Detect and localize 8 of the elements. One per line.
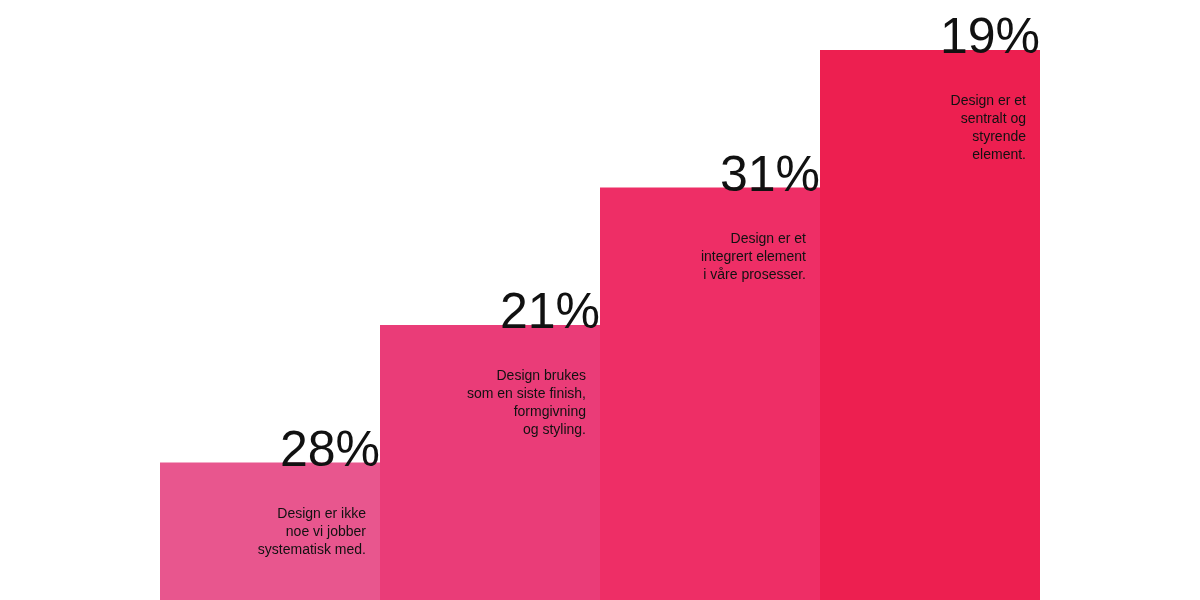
data-label: 21% [499,283,600,339]
category-label: Design er et integrert element i våre prosesser. [700,229,807,282]
data-label: 19% [939,8,1040,64]
category-label: Design er ikke noe vi jobber systematisk med. [257,504,367,557]
data-label: 31% [719,145,820,202]
category-label: Design brukes som en siste finish, formgivning og styling. [466,367,586,437]
data-label: 28% [279,420,380,477]
category-label: Design er et sentralt og styrende element. [950,92,1027,162]
